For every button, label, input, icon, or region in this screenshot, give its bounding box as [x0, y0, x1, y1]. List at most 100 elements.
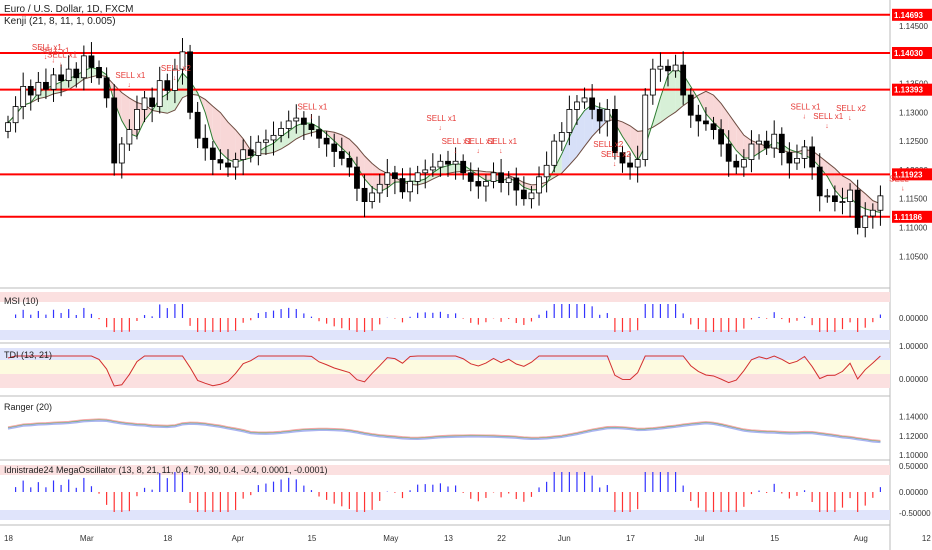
candle-body	[202, 137, 209, 149]
ma-cloud-segment	[698, 91, 706, 114]
candle-body	[445, 160, 451, 165]
candle-body	[710, 123, 717, 130]
candle-body	[574, 101, 580, 110]
candle-body	[672, 64, 679, 72]
indicator-label: Kenji (21, 8, 11, 1, 0.005)	[4, 16, 116, 27]
candle-body	[171, 68, 178, 91]
candle-body	[217, 159, 224, 164]
candle-body	[604, 109, 611, 122]
sell-arrow-icon: ↓	[173, 75, 177, 82]
candle-body	[285, 120, 292, 129]
candle-body	[816, 166, 823, 197]
candle-body	[331, 143, 338, 152]
candle-body	[209, 147, 216, 160]
x-tick-label: 13	[444, 534, 453, 543]
ma-cloud-segment	[554, 153, 562, 178]
ma-cloud-segment	[167, 86, 175, 114]
candle-body	[111, 97, 118, 164]
ma-cloud-segment	[417, 178, 426, 185]
ma-cloud-segment	[265, 143, 274, 154]
candle-body	[354, 166, 360, 189]
osc-upper-band	[0, 465, 890, 475]
ma-cloud-segment	[114, 84, 122, 121]
x-tick-label: 15	[770, 534, 779, 543]
candle-body	[786, 152, 793, 164]
sell-arrow-icon: ↓	[309, 113, 313, 120]
sell-arrow-icon: ↓	[825, 123, 829, 130]
candle-body	[809, 146, 816, 168]
sell-signal-label: SELL x2	[601, 150, 631, 159]
x-tick-label: 18	[163, 534, 172, 543]
ma-cloud-segment	[478, 170, 486, 181]
candle-body	[831, 195, 838, 202]
candle-body	[437, 160, 444, 168]
candle-body	[748, 143, 755, 160]
candle-body	[725, 143, 732, 162]
level-tag	[892, 210, 932, 223]
candle-body	[718, 129, 725, 145]
candle-body	[627, 162, 633, 168]
x-tick-label: 22	[497, 534, 506, 543]
candle-body	[316, 129, 322, 139]
oscillator-panel-title: Idnistrade24 MegaOscillator (13, 8, 21, …	[4, 465, 328, 475]
candle-body	[414, 172, 421, 182]
candle-body	[778, 133, 785, 154]
candle-body	[376, 183, 383, 194]
level-label: 1.14693	[894, 11, 923, 20]
level-tag	[892, 83, 932, 96]
tdi-panel-title: TDI (13, 21)	[4, 350, 53, 360]
ma-cloud-segment	[334, 132, 342, 149]
candle-body	[581, 97, 588, 103]
ma-cloud-segment	[38, 88, 46, 99]
candle-body	[96, 66, 102, 79]
msi-tick-label: 0.00000	[899, 314, 928, 323]
candle-body	[452, 160, 459, 165]
candle-body	[657, 65, 664, 70]
candle-body	[164, 80, 171, 91]
ranger-tick-label: 1.10000	[899, 451, 928, 460]
candle-body	[240, 149, 247, 160]
candle-body	[877, 195, 884, 211]
x-tick-label: 12	[922, 534, 931, 543]
sell-signal-label: SELL x1	[40, 47, 70, 56]
candle-body	[103, 77, 110, 99]
candle-body	[407, 181, 413, 193]
ranger-tick-label: 1.14000	[899, 413, 928, 422]
candle-body	[12, 106, 19, 124]
y-tick-label: 1.10500	[899, 252, 928, 261]
sell-signal-label: SELL x1	[791, 102, 821, 111]
ma-cloud-segment	[630, 125, 638, 161]
msi-panel-title: MSI (10)	[4, 296, 39, 306]
ma-cloud-segment	[561, 137, 570, 174]
candle-body	[338, 151, 345, 159]
candle-body	[308, 124, 315, 131]
candle-body	[695, 114, 702, 122]
candle-body	[232, 159, 239, 168]
candle-body	[687, 94, 694, 116]
candle-body	[649, 68, 656, 96]
sell-arrow-icon: ↓	[605, 151, 609, 158]
candle-body	[126, 129, 133, 145]
candle-body	[680, 64, 687, 96]
ma-cloud-segment	[576, 110, 585, 157]
candle-body	[475, 181, 482, 187]
level-tag	[892, 8, 932, 21]
candle-body	[391, 172, 398, 179]
ma-cloud-segment	[705, 91, 714, 123]
ma-cloud-segment	[440, 165, 448, 176]
candle-body	[467, 172, 474, 182]
sell-signal-label: SELL x2	[593, 140, 623, 149]
msi-upper-band	[0, 292, 890, 302]
y-tick-label: 1.14500	[899, 22, 928, 31]
candle-body	[543, 164, 550, 178]
candle-body	[118, 143, 125, 164]
candle-body	[740, 159, 747, 168]
level-label: 1.13393	[894, 86, 923, 95]
x-tick-label: 18	[4, 534, 13, 543]
sell-arrow-icon: ↓	[613, 161, 617, 168]
x-tick-label: Jun	[558, 534, 571, 543]
candle-body	[156, 80, 163, 107]
candle-body	[771, 133, 778, 149]
ma-cloud-segment	[228, 122, 236, 163]
